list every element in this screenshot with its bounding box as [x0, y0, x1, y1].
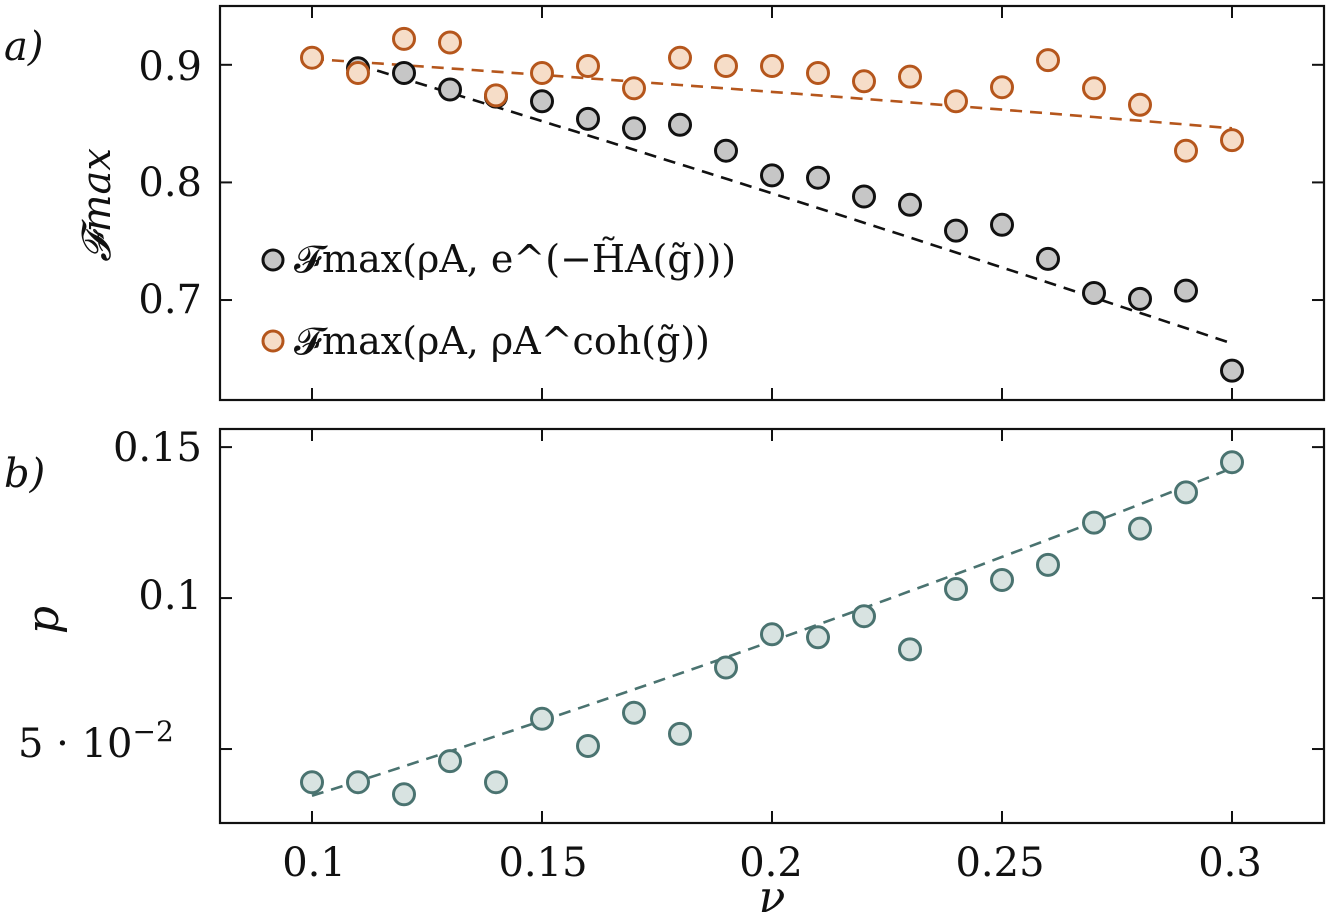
data-point-0-0-4: [530, 89, 554, 114]
data-point-0-1-18: [1128, 92, 1152, 117]
data-point-0-0-19: [1220, 358, 1244, 383]
ytick-label-a-0: 0.7: [138, 277, 202, 323]
panel-a-label: a): [4, 24, 43, 70]
data-point-0-1-0: [300, 45, 324, 70]
data-point-0-0-18: [1174, 278, 1198, 303]
data-point-0-0-12: [898, 192, 922, 217]
data-point-0-1-3: [438, 30, 462, 55]
data-point-0-1-16: [1036, 48, 1060, 73]
data-point-0-0-11: [852, 184, 876, 209]
xtick-label-4: 0.3: [1198, 840, 1262, 886]
data-point-0-0-16: [1082, 281, 1106, 305]
data-point-0-1-4: [484, 83, 508, 108]
data-point-0-1-9: [714, 54, 738, 78]
data-point-0-1-11: [806, 61, 830, 85]
xtick-label-2: 0.2: [739, 840, 803, 886]
data-point-1-0-0: [300, 770, 324, 795]
data-point-1-0-2: [392, 782, 416, 807]
ytick-label-b-0: 5 · 10−2: [18, 715, 174, 767]
y-axis-title-b: p: [18, 606, 69, 634]
data-point-0-1-2: [392, 26, 416, 51]
legend: 𝓕max(ρA, e^(−H̃A(g̃))) 𝓕max(ρA, ρA^coh(g…: [261, 237, 736, 363]
data-point-0-0-15: [1036, 246, 1060, 271]
data-point-0-1-7: [622, 76, 646, 101]
data-point-0-0-1: [392, 61, 416, 85]
data-point-1-0-7: [622, 700, 646, 725]
data-point-1-0-3: [438, 749, 462, 774]
data-point-1-0-20: [1220, 450, 1244, 475]
data-point-0-0-13: [944, 218, 968, 243]
data-point-0-1-20: [1220, 128, 1244, 153]
data-point-0-1-12: [852, 69, 876, 94]
legend-marker-black: [261, 248, 285, 272]
data-point-0-1-15: [990, 75, 1014, 100]
ticks-layer: [220, 6, 1324, 823]
data-point-0-0-6: [622, 116, 646, 141]
data-point-0-1-13: [898, 64, 922, 89]
data-point-0-1-1: [346, 61, 370, 85]
data-point-0-0-2: [438, 77, 462, 102]
data-point-1-0-11: [806, 625, 830, 650]
data-point-1-0-10: [760, 622, 784, 647]
data-point-0-0-9: [760, 163, 784, 188]
ytick-label-a-2: 0.9: [138, 44, 202, 90]
data-point-0-1-8: [668, 45, 692, 70]
data-point-0-1-10: [760, 54, 784, 78]
data-point-1-0-1: [346, 770, 370, 795]
xtick-label-1: 0.15: [498, 840, 587, 886]
data-point-1-0-4: [484, 770, 508, 795]
data-point-1-0-14: [944, 577, 968, 601]
y-axis-title-a: 𝓕max: [74, 148, 120, 262]
x-axis-title: ν: [759, 872, 786, 919]
data-point-0-1-14: [944, 89, 968, 114]
fit-line-0-1: [311, 57, 1233, 130]
legend-label-orange: 𝓕max(ρA, ρA^coh(g̃)): [294, 319, 710, 363]
data-point-0-0-17: [1128, 286, 1152, 311]
data-point-1-0-5: [530, 706, 554, 731]
data-point-0-0-14: [990, 212, 1014, 237]
data-point-0-1-19: [1174, 138, 1198, 163]
xtick-label-0: 0.1: [282, 840, 346, 886]
data-point-0-1-6: [576, 54, 600, 78]
data-point-0-1-5: [530, 61, 554, 85]
data-markers: [300, 26, 1244, 807]
data-point-1-0-17: [1082, 510, 1106, 535]
ytick-label-b-2: 0.15: [113, 425, 202, 471]
data-point-1-0-19: [1174, 480, 1198, 505]
data-point-0-0-7: [668, 112, 692, 137]
legend-marker-orange: [261, 329, 285, 353]
data-point-1-0-8: [668, 721, 692, 746]
data-point-1-0-18: [1128, 516, 1152, 541]
data-point-1-0-16: [1036, 552, 1060, 577]
data-point-1-0-6: [576, 734, 600, 758]
ytick-label-b-1: 0.1: [138, 573, 202, 619]
data-point-0-0-10: [806, 165, 830, 190]
data-point-0-1-17: [1082, 76, 1106, 101]
xtick-label-3: 0.25: [955, 840, 1044, 886]
data-point-1-0-15: [990, 568, 1014, 592]
data-point-1-0-12: [852, 604, 876, 629]
data-point-0-0-5: [576, 106, 600, 131]
panel-b-label: b): [4, 451, 45, 497]
data-point-1-0-9: [714, 655, 738, 680]
ytick-label-a-1: 0.8: [138, 160, 202, 206]
data-point-1-0-13: [898, 637, 922, 662]
data-point-0-0-8: [714, 138, 738, 163]
legend-label-black: 𝓕max(ρA, e^(−H̃A(g̃))): [294, 237, 736, 281]
